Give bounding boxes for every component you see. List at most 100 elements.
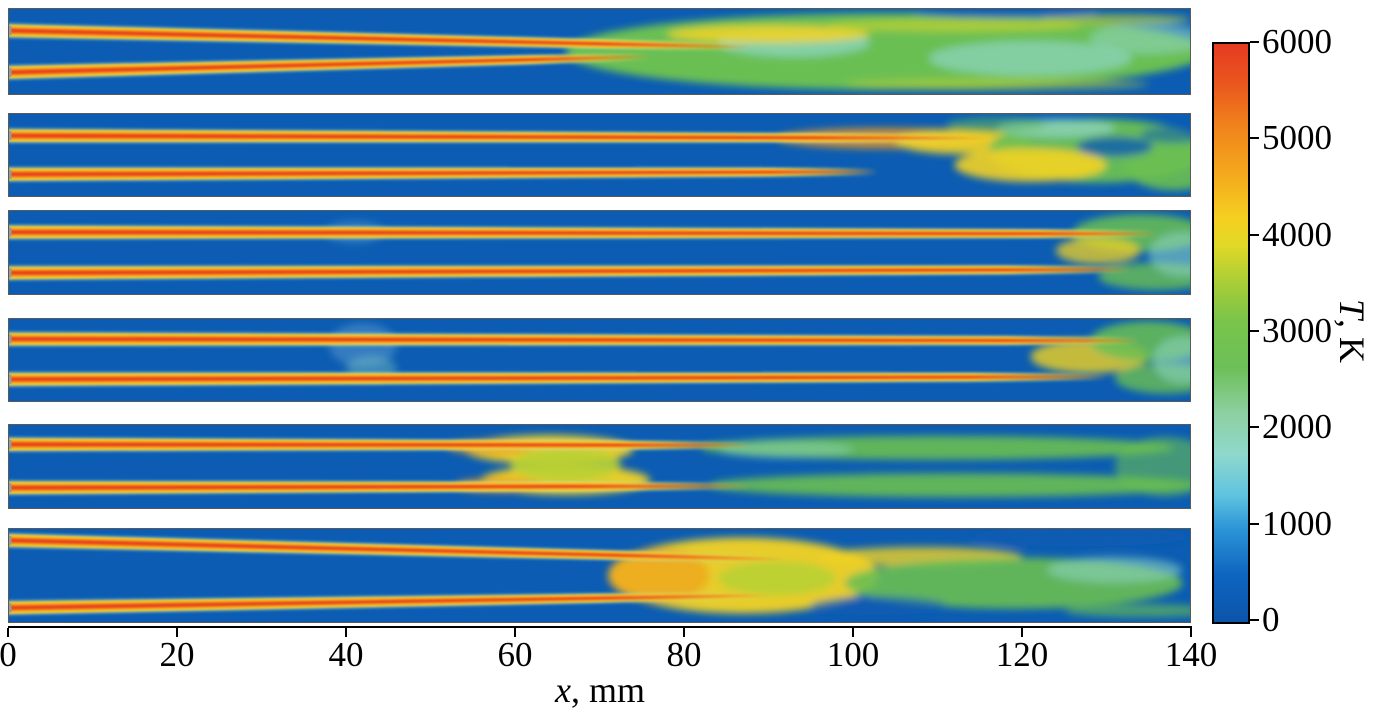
injector-wall — [8, 603, 12, 613]
colorbar-label-unit: , K — [1332, 319, 1372, 364]
combustion-blob — [709, 473, 1191, 498]
colorbar-tick — [1250, 137, 1259, 140]
combustion-blob — [971, 528, 1191, 547]
temperature-panel-4 — [8, 318, 1191, 402]
combustion-blob — [510, 447, 621, 482]
colorbar-tick — [1250, 426, 1259, 429]
combustion-blob — [827, 19, 1082, 32]
temperature-panel-6 — [8, 528, 1191, 623]
hot-streak-layer — [8, 55, 651, 75]
hot-streaks — [8, 531, 786, 617]
x-axis-label: x, mm — [555, 672, 645, 708]
x-tick — [852, 628, 854, 637]
colorbar-tick — [1250, 619, 1259, 621]
x-tick — [345, 628, 347, 637]
hot-streaks — [8, 22, 752, 81]
x-tick-label: 40 — [328, 635, 364, 674]
combustion-blob — [810, 596, 946, 616]
x-tick — [514, 628, 516, 637]
x-tick — [1021, 628, 1023, 637]
combustion-blob — [945, 117, 1048, 133]
injector-wall — [8, 169, 12, 179]
hot-streaks — [8, 223, 1158, 282]
combustion-blob — [1076, 136, 1153, 157]
x-tick-label: 100 — [826, 635, 880, 674]
hot-streaks — [8, 127, 989, 183]
colorbar-tick — [1250, 41, 1259, 43]
temperature-panel-1 — [8, 8, 1191, 95]
injector-wall — [8, 483, 12, 493]
combustion-blob — [667, 25, 870, 43]
injector-wall — [8, 439, 12, 449]
combustion-blob — [1148, 232, 1191, 277]
colorbar-tick-label: 1000 — [1262, 503, 1332, 543]
injector-wall — [8, 131, 12, 141]
x-tick — [683, 628, 685, 637]
panel-border — [8, 318, 1191, 402]
colorbar-label: T, K — [1332, 298, 1372, 364]
x-tick-label: 20 — [159, 635, 195, 674]
combustion-blob — [1140, 126, 1191, 144]
injector-wall — [8, 535, 12, 545]
x-tick — [7, 628, 9, 637]
x-tick-label: 0 — [0, 635, 17, 674]
panel-border — [8, 113, 1191, 197]
combustion-blob — [717, 561, 837, 596]
combustion-blobs — [776, 117, 1191, 191]
combustion-blob — [954, 148, 1107, 182]
x-axis-label-variable: x — [555, 670, 571, 710]
colorbar-tick-label: 4000 — [1262, 214, 1332, 254]
hot-streak-layer — [8, 375, 1107, 382]
colorbar-tick — [1250, 330, 1259, 332]
hot-streaks — [8, 330, 1141, 388]
colorbar-tick-label: 5000 — [1262, 118, 1332, 158]
colorbar-tick-label: 2000 — [1262, 407, 1332, 447]
combustion-blob — [1152, 336, 1191, 384]
combustion-blob — [1114, 436, 1191, 497]
combustion-blobs — [565, 8, 1191, 91]
combustion-blob — [1089, 22, 1191, 55]
hot-streak-layer — [8, 170, 879, 177]
x-tick-label: 80 — [666, 635, 702, 674]
injector-wall — [8, 26, 12, 36]
injector-wall — [8, 67, 12, 77]
hot-streak-layer — [8, 28, 752, 49]
hot-streak-layer — [8, 484, 752, 490]
panel-border — [8, 528, 1191, 623]
x-tick — [1190, 628, 1192, 637]
hot-streak-layer — [8, 230, 1158, 235]
colorbar-label-variable: T — [1332, 298, 1372, 320]
x-tick-label: 140 — [1164, 635, 1218, 674]
colorbar — [1212, 42, 1250, 624]
colorbar-tick-label: 3000 — [1262, 310, 1332, 350]
hot-streak-layer — [8, 594, 769, 610]
x-tick-label: 120 — [995, 635, 1049, 674]
x-tick-label: 60 — [497, 635, 533, 674]
combustion-blob — [844, 78, 1149, 91]
combustion-blob — [929, 41, 1132, 76]
x-tick — [176, 628, 178, 637]
temperature-panel-5 — [8, 424, 1191, 509]
injector-wall — [8, 268, 12, 278]
hot-streak-layer — [8, 268, 1132, 275]
hot-streak-layer — [8, 336, 1141, 342]
combustion-blob — [717, 441, 854, 458]
hot-streak-layer — [8, 538, 786, 561]
panel-border — [8, 8, 1191, 95]
temperature-panel-2 — [8, 113, 1191, 197]
injector-wall — [8, 374, 12, 384]
temperature-panel-3 — [8, 210, 1191, 295]
hot-streak-layer — [8, 133, 989, 140]
hot-streak-layer — [8, 442, 752, 447]
x-axis-line — [8, 626, 1192, 628]
hot-streaks — [8, 435, 752, 497]
colorbar-tick — [1250, 233, 1259, 236]
injector-wall — [8, 334, 12, 344]
panel-border — [8, 424, 1191, 509]
colorbar-tick-label: 0 — [1262, 599, 1280, 639]
injector-wall — [8, 227, 12, 237]
panel-border — [8, 210, 1191, 295]
panel-background — [8, 318, 1191, 402]
colorbar-tick-label: 6000 — [1262, 21, 1332, 61]
